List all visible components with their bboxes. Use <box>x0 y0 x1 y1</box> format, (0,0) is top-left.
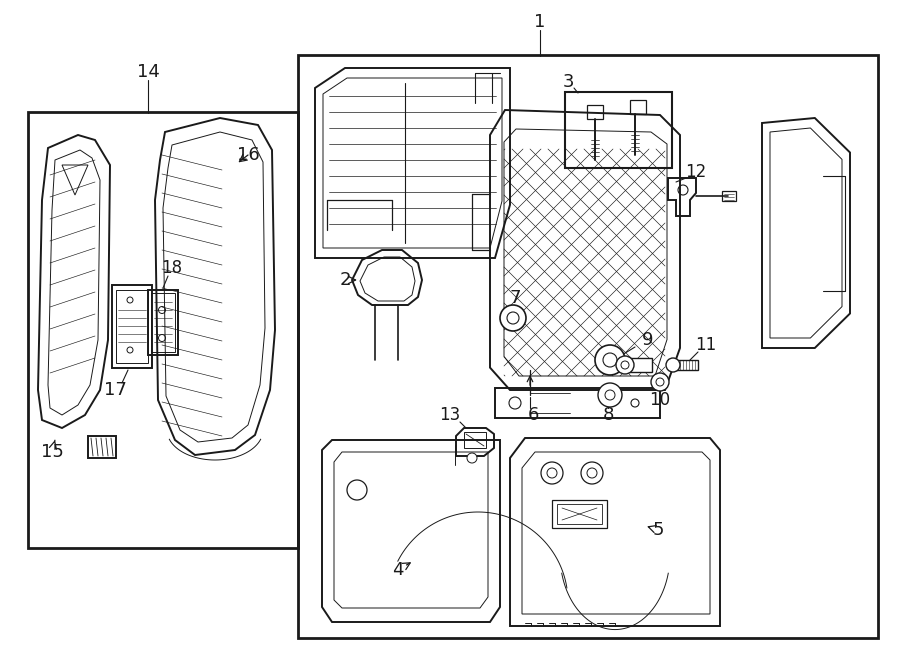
Text: 16: 16 <box>237 146 259 164</box>
Polygon shape <box>675 360 698 370</box>
Circle shape <box>500 305 526 331</box>
Text: 3: 3 <box>562 73 574 91</box>
Circle shape <box>616 356 634 374</box>
Text: 15: 15 <box>40 440 63 461</box>
Circle shape <box>598 383 622 407</box>
Text: 7: 7 <box>509 289 521 307</box>
Circle shape <box>541 462 563 484</box>
Text: 13: 13 <box>439 406 461 424</box>
Text: 5: 5 <box>648 521 664 539</box>
Circle shape <box>651 373 669 391</box>
Circle shape <box>347 480 367 500</box>
Text: 12: 12 <box>686 163 706 181</box>
Text: 2: 2 <box>339 271 356 289</box>
Circle shape <box>581 462 603 484</box>
Polygon shape <box>628 358 652 372</box>
Text: 18: 18 <box>161 259 183 277</box>
Text: 14: 14 <box>137 63 159 81</box>
Circle shape <box>595 345 625 375</box>
Circle shape <box>666 358 680 372</box>
Text: 4: 4 <box>392 561 410 579</box>
Text: 1: 1 <box>535 13 545 31</box>
Text: 9: 9 <box>643 331 653 349</box>
Text: 6: 6 <box>527 406 539 424</box>
Text: 11: 11 <box>696 336 716 354</box>
Circle shape <box>467 453 477 463</box>
Text: 8: 8 <box>602 406 614 424</box>
Text: 17: 17 <box>104 381 126 399</box>
Text: 10: 10 <box>650 391 670 409</box>
